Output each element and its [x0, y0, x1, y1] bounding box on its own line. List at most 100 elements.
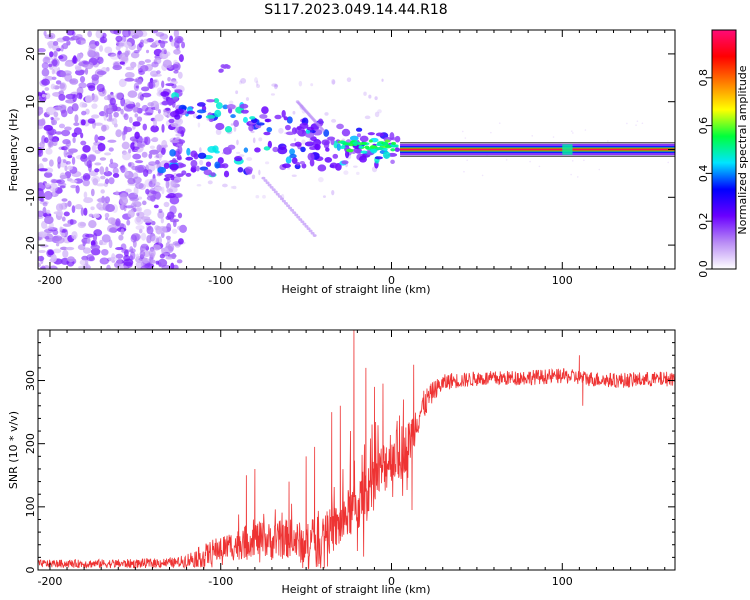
spectrogram-blob	[124, 71, 135, 79]
spectrogram-blob	[290, 208, 295, 212]
spectrogram-blob	[82, 247, 92, 254]
spectrogram-blob	[44, 236, 50, 240]
spectrogram-blob	[161, 80, 165, 88]
spectrogram-blob	[308, 229, 313, 233]
spectrogram-blob	[196, 184, 202, 187]
snr-frame	[37, 329, 676, 571]
spectrogram-blob	[51, 179, 62, 184]
spectrogram-blob	[135, 182, 144, 189]
spectrogram-blob	[41, 265, 46, 269]
spectrogram-blob	[120, 228, 125, 235]
spectrogram-blob	[375, 132, 385, 137]
spectrogram-blob	[222, 183, 228, 188]
spectrogram-blob	[324, 157, 333, 163]
spectrogram-blob	[109, 97, 116, 106]
spectrogram-blob	[75, 185, 80, 194]
spectrogram-blob	[120, 97, 126, 107]
spectrogram-blob	[121, 56, 129, 62]
spectrogram-blob	[157, 258, 168, 267]
spectrogram-blob	[86, 160, 93, 168]
spectrogram-blob	[145, 188, 150, 195]
spectrogram-blob	[136, 212, 140, 217]
spectrogram-blob	[324, 112, 329, 116]
spectrogram-blob	[298, 80, 303, 87]
spectrogram-blob	[179, 163, 187, 168]
spectrogram-blob	[141, 86, 150, 92]
spectrogram-blob	[224, 125, 233, 133]
spectrogram-blob	[55, 80, 62, 85]
spectrogram-blob	[123, 258, 134, 267]
spectrogram-blob	[73, 127, 82, 135]
spectrogram-y-tick-label: 10	[24, 95, 37, 109]
colorbar-tick-label: 0.6	[697, 117, 710, 135]
spectrogram-blob	[352, 141, 361, 145]
spectrogram-blob	[38, 48, 46, 53]
spectrogram-blob	[297, 129, 303, 135]
spectrogram-blob	[38, 146, 43, 155]
spectrogram-blob	[285, 156, 292, 164]
spectrogram-blob	[148, 248, 156, 258]
spectrogram-blob	[61, 232, 66, 238]
spectrogram-blob	[277, 195, 282, 198]
spectrogram-blob	[132, 153, 142, 160]
spectrogram-blob	[173, 70, 179, 74]
spectrogram-blob	[262, 194, 266, 199]
figure-title: S117.2023.049.14.44.R18	[264, 2, 447, 18]
spectrogram-blob	[156, 144, 162, 153]
spectrogram-blob	[135, 225, 145, 231]
spectrogram-blob	[215, 122, 225, 131]
spectrogram-blob	[168, 118, 175, 124]
spectrogram-blob	[148, 153, 153, 159]
spectrogram-blob	[176, 37, 183, 44]
spectrogram-blob	[127, 90, 138, 98]
spectrogram-blob	[79, 40, 87, 45]
spectrogram-blob	[69, 219, 74, 225]
spectrogram-blob	[83, 207, 88, 216]
spectrogram-blob	[45, 148, 53, 155]
spectrogram-blob	[44, 92, 51, 100]
spectrogram-blob	[170, 122, 179, 127]
spectrogram-blob	[120, 167, 128, 173]
spectrogram-blob	[91, 94, 99, 103]
spectrogram-blob	[104, 178, 110, 185]
spectrogram-blob	[170, 174, 175, 181]
spectrogram-blob	[261, 106, 269, 114]
spectrogram-blob	[322, 195, 326, 198]
spectrogram-blob	[121, 249, 131, 254]
spectrogram-blob	[44, 215, 54, 225]
spectrogram-blob	[273, 190, 278, 194]
spectrogram-blob	[115, 253, 124, 259]
spectrogram-blob	[99, 257, 110, 265]
spectrogram-blob	[263, 146, 271, 151]
spectrogram-blob	[99, 36, 108, 44]
spectrogram-blob	[162, 59, 172, 69]
spectrogram-blob	[331, 78, 336, 85]
spectrogram-blob	[463, 170, 465, 173]
snr-x-tick-label: 100	[552, 575, 573, 588]
spectrogram-blob	[242, 116, 248, 123]
spectrogram-blob	[80, 140, 87, 146]
spectrogram-blob	[104, 152, 112, 156]
spectrogram-blob	[115, 92, 123, 100]
spectrogram-blob	[91, 175, 101, 183]
spectrogram-blob	[69, 179, 78, 184]
spectrogram-blob	[57, 182, 67, 187]
spectrogram-blob	[307, 152, 315, 161]
spectrogram-blob	[143, 208, 152, 216]
spectrogram-blob	[62, 159, 67, 164]
spectrogram-blob	[38, 191, 45, 198]
spectrogram-blob	[49, 51, 54, 58]
spectrogram-blob	[157, 210, 165, 219]
snr-y-tick-label: 0	[24, 567, 37, 574]
spectrogram-blob	[285, 131, 295, 136]
spectrogram-blob	[65, 160, 71, 165]
spectrogram-blob	[38, 168, 48, 172]
spectrogram-blob	[498, 122, 501, 124]
spectrogram-blob	[116, 257, 122, 267]
spectrogram-blob	[218, 68, 224, 73]
spectrogram-blob	[93, 229, 103, 237]
spectrogram-blob	[62, 249, 69, 259]
spectrogram-blob	[370, 148, 378, 153]
spectrogram-blob	[151, 178, 156, 185]
spectrogram-blob	[72, 136, 76, 144]
